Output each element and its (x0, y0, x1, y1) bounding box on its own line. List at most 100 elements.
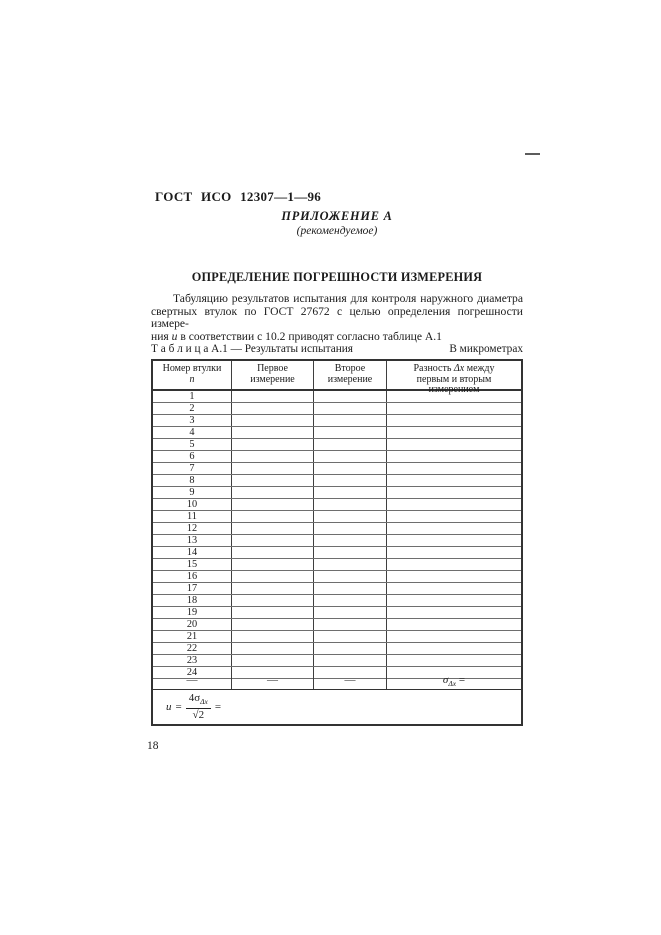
empty-measurement-cell (387, 463, 521, 474)
table-row: 5 (153, 439, 521, 451)
empty-measurement-cell (314, 427, 387, 438)
col-header-first-line2: измерение (250, 373, 295, 385)
empty-measurement-cell (387, 439, 521, 450)
empty-measurement-cell (314, 547, 387, 558)
row-number-cell: 3 (153, 415, 232, 426)
col-header-second-line2: измерение (327, 373, 373, 385)
empty-measurement-cell (232, 631, 314, 642)
empty-measurement-cell (314, 667, 387, 678)
scan-artifact-dash (525, 153, 540, 155)
empty-measurement-cell (314, 595, 387, 606)
variable-u: u (171, 329, 178, 343)
table-row: 12 (153, 523, 521, 535)
table-row: 18 (153, 595, 521, 607)
table-caption: Т а б л и ц а А.1 — Результаты испытания… (151, 343, 523, 355)
row-number-cell: 14 (153, 547, 232, 558)
empty-measurement-cell (314, 619, 387, 630)
row-number-cell: 5 (153, 439, 232, 450)
empty-measurement-cell (232, 655, 314, 666)
table-row: 15 (153, 559, 521, 571)
formula-result-equals: = (214, 701, 222, 713)
sigma-subscript: Δx (448, 679, 457, 689)
table-row: 8 (153, 475, 521, 487)
table-header-row: Номер втулки n Первое измерение Второе и… (153, 361, 521, 395)
col-header-difference-var: Δx (453, 363, 465, 374)
col-header-difference-suffix: между первым и вторым измерением (416, 363, 495, 396)
row-number-cell: 8 (153, 475, 232, 486)
empty-measurement-cell (387, 403, 521, 414)
paragraph-line-3: ния u в соответствии с 10.2 приводят сог… (151, 329, 523, 344)
summary-row: — — — σΔx = (153, 674, 521, 690)
empty-measurement-cell (232, 595, 314, 606)
empty-measurement-cell (314, 511, 387, 522)
summary-dash: — (344, 674, 356, 686)
paragraph-line-3-prefix: ния (151, 329, 172, 343)
row-number-cell: 22 (153, 643, 232, 654)
empty-measurement-cell (387, 655, 521, 666)
table-row: 14 (153, 547, 521, 559)
empty-measurement-cell (232, 559, 314, 570)
empty-measurement-cell (387, 523, 521, 534)
row-number-cell: 12 (153, 523, 232, 534)
col-header-difference-prefix: Разность (413, 363, 454, 374)
empty-measurement-cell (314, 487, 387, 498)
annex-heading: ПРИЛОЖЕНИЕ А (рекомендуемое) (151, 209, 523, 237)
empty-measurement-cell (232, 523, 314, 534)
summary-dash: — (267, 674, 278, 686)
empty-measurement-cell (387, 391, 521, 402)
empty-measurement-cell (314, 499, 387, 510)
sigma-equals: = (458, 674, 466, 686)
empty-measurement-cell (232, 487, 314, 498)
empty-measurement-cell (387, 511, 521, 522)
formula-numerator-coeff: 4σ (188, 691, 201, 704)
empty-measurement-cell (387, 595, 521, 606)
formula-row: u = 4σΔx √2 = (153, 690, 521, 724)
empty-measurement-cell (232, 391, 314, 402)
table-caption-left: Т а б л и ц а А.1 — Результаты испытания (151, 343, 353, 355)
col-header-first-line1: Первое (257, 363, 288, 374)
row-number-cell: 21 (153, 631, 232, 642)
sigma-symbol: σ (442, 674, 449, 686)
annex-subtitle: (рекомендуемое) (296, 225, 378, 237)
empty-measurement-cell (314, 463, 387, 474)
empty-measurement-cell (387, 499, 521, 510)
col-header-bushing-number: Номер втулки n (153, 361, 232, 389)
empty-measurement-cell (232, 439, 314, 450)
table-row: 10 (153, 499, 521, 511)
table-body: 1 2 3 4 5 6 7 8 9 10 11 12 13 14 15 16 17 18 19 20 21 22 23 24 (153, 391, 521, 679)
empty-measurement-cell (314, 655, 387, 666)
table-row: 21 (153, 631, 521, 643)
empty-measurement-cell (314, 523, 387, 534)
empty-measurement-cell (314, 583, 387, 594)
col-header-bushing-number-text: Номер втулки (162, 363, 222, 374)
empty-measurement-cell (314, 403, 387, 414)
row-number-cell: 16 (153, 571, 232, 582)
empty-measurement-cell (387, 583, 521, 594)
paragraph-line-2: свертных втулок по ГОСТ 27672 с целью оп… (151, 304, 523, 331)
empty-measurement-cell (232, 547, 314, 558)
paragraph-line-1: Табуляцию результатов испытания для конт… (173, 292, 523, 305)
empty-measurement-cell (387, 643, 521, 654)
summary-dash: — (186, 674, 198, 686)
section-title: ОПРЕДЕЛЕНИЕ ПОГРЕШНОСТИ ИЗМЕРЕНИЯ (191, 270, 483, 284)
empty-measurement-cell (232, 643, 314, 654)
empty-measurement-cell (314, 535, 387, 546)
empty-measurement-cell (387, 475, 521, 486)
row-number-cell: 9 (153, 487, 232, 498)
row-number-cell: 4 (153, 427, 232, 438)
row-number-cell: 20 (153, 619, 232, 630)
empty-measurement-cell (387, 619, 521, 630)
empty-measurement-cell (232, 535, 314, 546)
empty-measurement-cell (387, 631, 521, 642)
empty-measurement-cell (387, 415, 521, 426)
row-number-cell: 15 (153, 559, 232, 570)
table-caption-units: В микрометрах (449, 343, 523, 355)
empty-measurement-cell (314, 643, 387, 654)
paragraph-line-3-suffix: в соответствии с 10.2 приводят согласно … (177, 329, 442, 343)
empty-measurement-cell (314, 391, 387, 402)
table-row: 11 (153, 511, 521, 523)
table-row: 23 (153, 655, 521, 667)
empty-measurement-cell (232, 475, 314, 486)
row-number-cell: 7 (153, 463, 232, 474)
empty-measurement-cell (314, 607, 387, 618)
